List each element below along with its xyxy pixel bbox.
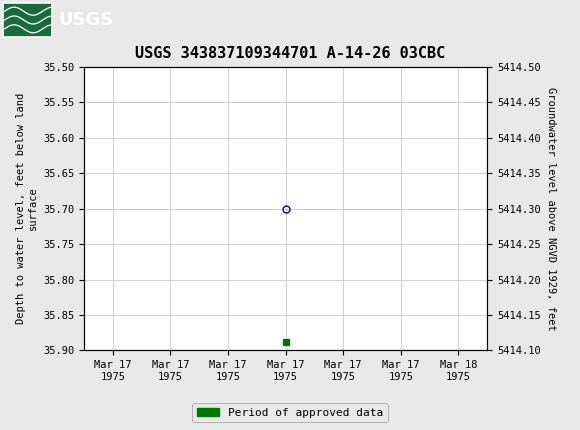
Legend: Period of approved data: Period of approved data <box>193 403 387 422</box>
Bar <box>3 3 52 37</box>
Text: USGS: USGS <box>58 11 113 29</box>
Text: USGS 343837109344701 A-14-26 03CBC: USGS 343837109344701 A-14-26 03CBC <box>135 46 445 61</box>
Y-axis label: Groundwater level above NGVD 1929, feet: Groundwater level above NGVD 1929, feet <box>546 87 556 330</box>
Y-axis label: Depth to water level, feet below land
surface: Depth to water level, feet below land su… <box>16 93 38 324</box>
